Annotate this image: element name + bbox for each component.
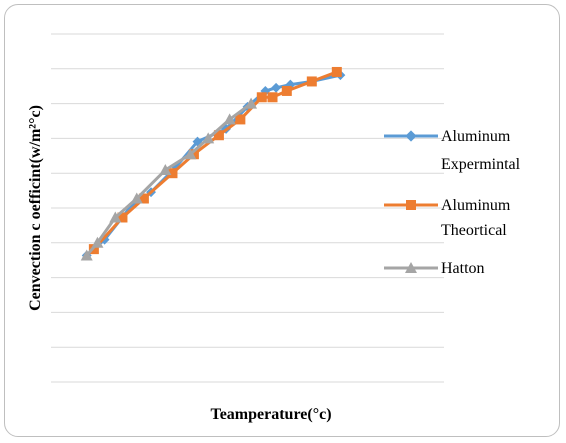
point-hatton-8	[245, 97, 258, 109]
point-hatton-0	[80, 249, 93, 261]
legend-marker-hatton	[405, 262, 417, 273]
series-line-aluminum-expermintal	[85, 73, 341, 257]
legend-marker-aluminum-expermintal	[405, 130, 417, 142]
point-hatton-7	[223, 113, 236, 125]
legend-label-aluminum-expermintal-line2: Expermintal	[441, 156, 521, 173]
legend-item-aluminum-expermintal: Aluminum Expermintal	[384, 128, 521, 173]
point-hatton-3	[130, 192, 143, 204]
point-aluminum-theortical-11	[331, 66, 342, 77]
legend-label-aluminum-expermintal-line1: Aluminum	[441, 128, 511, 145]
legend: Aluminum Expermintal Aluminum Theortical…	[384, 128, 521, 277]
gridlines	[51, 33, 444, 383]
point-aluminum-theortical-8	[267, 92, 278, 103]
point-aluminum-theortical-3	[167, 168, 178, 179]
series-hatton	[80, 97, 258, 261]
point-aluminum-theortical-6	[235, 114, 246, 125]
chart-frame	[4, 4, 560, 437]
series-aluminum-expermintal	[81, 70, 346, 261]
point-aluminum-theortical-9	[281, 85, 292, 96]
legend-item-hatton: Hatton	[384, 260, 485, 277]
y-axis-title: Cenvection c oefficint(w/m²°c)	[27, 105, 44, 311]
point-hatton-6	[202, 132, 215, 144]
point-aluminum-theortical-5	[213, 130, 224, 141]
point-hatton-5	[184, 148, 197, 160]
series-aluminum-theortical	[88, 66, 342, 255]
point-hatton-4	[159, 164, 172, 176]
point-aluminum-theortical-10	[306, 76, 317, 87]
legend-item-aluminum-theortical: Aluminum Theortical	[384, 197, 511, 239]
point-aluminum-expermintal-9	[271, 82, 282, 93]
point-aluminum-theortical-7	[256, 92, 267, 103]
legend-label-aluminum-theortical-line2: Theortical	[441, 222, 507, 239]
legend-label-hatton: Hatton	[441, 260, 485, 277]
series-line-aluminum-theortical	[92, 70, 338, 251]
legend-label-aluminum-theortical-line1: Aluminum	[441, 197, 511, 214]
x-axis-title: Teamperature(°c)	[210, 406, 331, 423]
point-hatton-2	[109, 211, 122, 223]
legend-marker-aluminum-theortical	[406, 200, 416, 210]
point-aluminum-theortical-1	[117, 212, 128, 223]
point-aluminum-theortical-2	[138, 193, 149, 204]
point-hatton-1	[91, 236, 104, 248]
series-layer	[80, 66, 346, 261]
point-aluminum-theortical-4	[188, 149, 199, 160]
